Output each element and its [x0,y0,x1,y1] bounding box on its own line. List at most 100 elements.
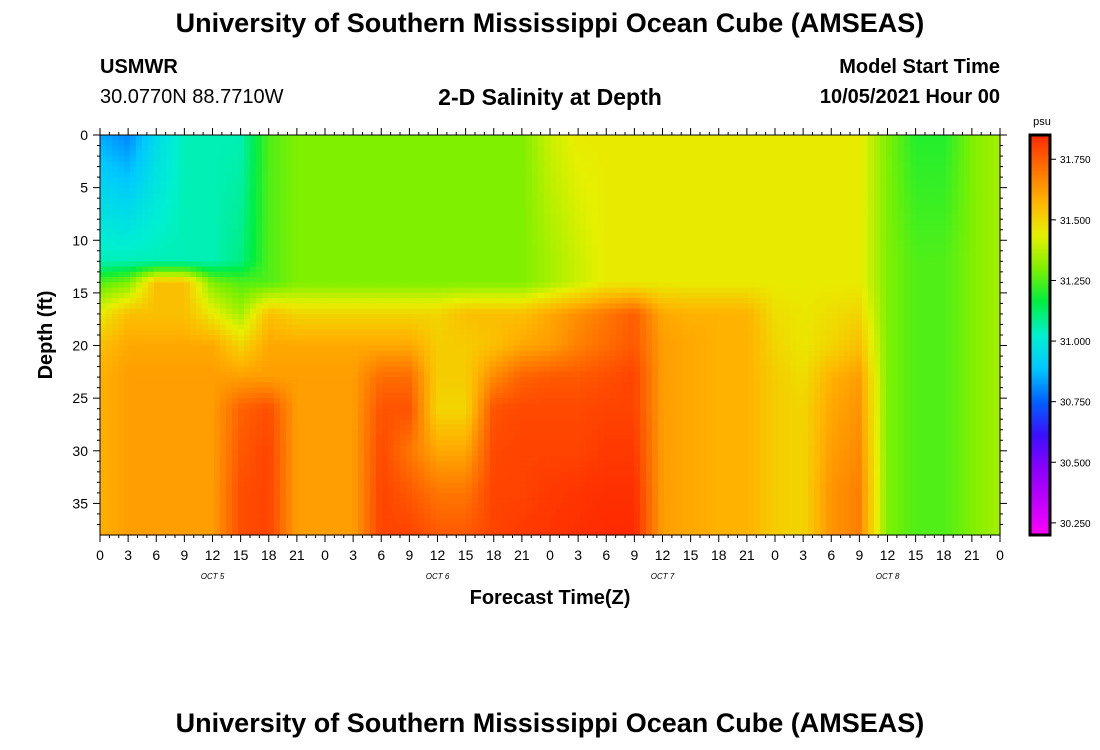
heatmap-cell [820,229,827,236]
heatmap-cell [442,219,449,226]
heatmap-cell [436,192,443,199]
heatmap-cell [136,177,143,183]
heatmap-cell [904,266,911,273]
heatmap-cell [970,298,977,305]
heatmap-cell [298,245,305,252]
heatmap-cell [958,282,965,289]
heatmap-cell [826,245,833,252]
heatmap-cell [496,287,503,294]
heatmap-cell [280,303,287,310]
heatmap-cell [886,235,893,241]
heatmap-cell [586,208,593,215]
heatmap-cell [124,287,131,294]
heatmap-cell [670,135,677,141]
heatmap-cell [826,171,833,178]
heatmap-cell [406,235,413,241]
heatmap-cell [124,240,131,247]
heatmap-cell [532,187,539,194]
heatmap-cell [322,303,329,310]
heatmap-cell [472,287,479,294]
heatmap-cell [868,177,875,183]
heatmap-cell [850,161,857,168]
heatmap-cell [526,277,533,283]
heatmap-cell [886,303,893,310]
heatmap-cell [886,245,893,252]
heatmap-cell [898,150,905,157]
heatmap-cell [244,282,251,289]
heatmap-cell [754,198,761,205]
heatmap-cell [250,235,257,241]
heatmap-cell [538,256,545,262]
heatmap-cell [274,277,281,283]
heatmap-cell [184,277,191,283]
heatmap-cell [376,182,383,189]
heatmap-cell [562,140,569,147]
heatmap-cell [568,292,575,299]
heatmap-cell [238,156,245,162]
heatmap-cell [952,271,959,278]
heatmap-cell [346,245,353,252]
heatmap-cell [136,245,143,252]
heatmap-cell [616,140,623,147]
heatmap-cell [454,240,461,247]
heatmap-cell [472,187,479,194]
heatmap-cell [784,161,791,168]
heatmap-cell [550,235,557,241]
heatmap-cell [340,298,347,305]
heatmap-cell [754,240,761,247]
heatmap-cell [472,166,479,173]
heatmap-cell [574,303,581,310]
heatmap-cell [670,166,677,173]
heatmap-cell [670,161,677,168]
heatmap-cell [418,250,425,257]
heatmap-cell [838,245,845,252]
heatmap-cell [202,140,209,147]
heatmap-cell [430,213,437,220]
heatmap-cell [796,177,803,183]
heatmap-cell [556,235,563,241]
heatmap-cell [778,187,785,194]
heatmap-cell [202,240,209,247]
heatmap-cell [436,298,443,305]
heatmap-cell [274,198,281,205]
heatmap-cell [460,240,467,247]
heatmap-cell [856,198,863,205]
heatmap-cell [952,235,959,241]
heatmap-cell [544,240,551,247]
heatmap-cell [238,277,245,283]
heatmap-cell [502,277,509,283]
heatmap-cell [232,171,239,178]
heatmap-cell [190,145,197,152]
heatmap-cell [520,287,527,294]
heatmap-cell [214,177,221,183]
heatmap-cell [478,156,485,162]
heatmap-cell [946,277,953,283]
heatmap-cell [388,287,395,294]
heatmap-cell [382,213,389,220]
heatmap-cell [622,219,629,226]
heatmap-cell [286,287,293,294]
heatmap-cell [742,277,749,283]
heatmap-cell [682,219,689,226]
heatmap-cell [730,145,737,152]
heatmap-cell [520,140,527,147]
heatmap-cell [340,287,347,294]
heatmap-cell [658,287,665,294]
heatmap-cell [664,292,671,299]
heatmap-cell [892,250,899,257]
heatmap-cell [226,250,233,257]
heatmap-cell [238,235,245,241]
heatmap-cell [928,150,935,157]
heatmap-cell [478,229,485,236]
heatmap-cell [124,187,131,194]
heatmap-cell [652,250,659,257]
heatmap-cell [910,192,917,199]
heatmap-cell [970,145,977,152]
heatmap-cell [598,150,605,157]
heatmap-cell [442,150,449,157]
heatmap-cell [640,208,647,215]
heatmap-cell [196,271,203,278]
heatmap-cell [796,213,803,220]
heatmap-cell [988,224,995,231]
heatmap-cell [172,150,179,157]
